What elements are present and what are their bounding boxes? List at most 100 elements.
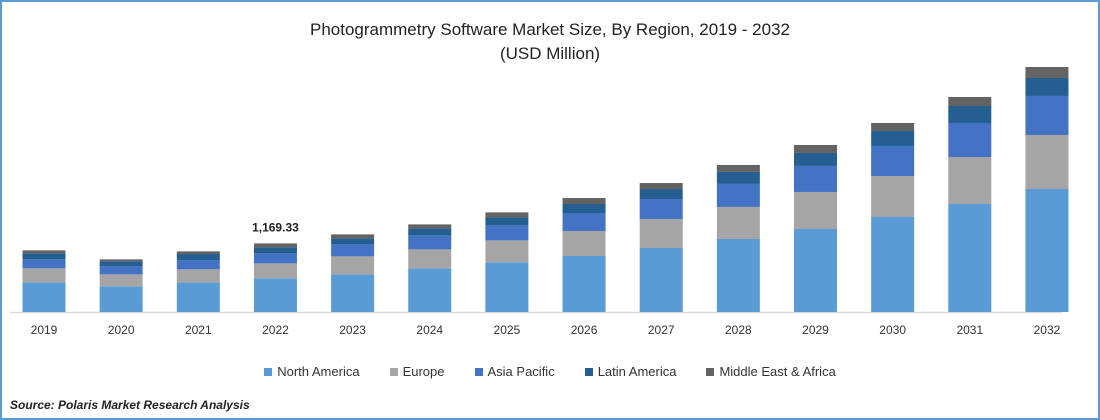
bar-segment-latin-america-2026 xyxy=(562,204,606,213)
x-tick-label: 2024 xyxy=(416,323,443,337)
bar-segment-north-america-2020 xyxy=(99,286,143,312)
bar-segment-latin-america-2028 xyxy=(716,171,760,184)
legend-label: Asia Pacific xyxy=(487,364,555,379)
legend-item: Europe xyxy=(389,364,445,379)
bar-segment-latin-america-2025 xyxy=(485,217,529,226)
bar-segment-middle-east-africa-2032 xyxy=(1025,66,1069,78)
bar-segment-north-america-2030 xyxy=(871,216,915,312)
bar-segment-middle-east-africa-2019 xyxy=(22,250,66,254)
bar-segment-europe-2019 xyxy=(22,268,66,283)
bar-segment-middle-east-africa-2023 xyxy=(331,234,375,239)
bar-segment-middle-east-africa-2025 xyxy=(485,212,529,218)
bar-segment-asia-pacific-2024 xyxy=(408,235,452,250)
bar-segment-asia-pacific-2025 xyxy=(485,225,529,241)
bar-segment-latin-america-2021 xyxy=(176,254,220,261)
bar-segment-europe-2023 xyxy=(331,256,375,275)
bar-segment-europe-2021 xyxy=(176,269,220,283)
legend: North America Europe Asia Pacific Latin Ame… xyxy=(2,364,1098,379)
bar-segment-north-america-2022 xyxy=(253,278,297,312)
x-tick-label: 2028 xyxy=(725,323,752,337)
bar-segment-europe-2026 xyxy=(562,230,606,257)
legend-label: Latin America xyxy=(597,364,677,379)
bar-segment-north-america-2027 xyxy=(639,248,683,312)
bar-segment-asia-pacific-2027 xyxy=(639,199,683,219)
x-tick-label: 2021 xyxy=(185,323,212,337)
bar-segment-asia-pacific-2031 xyxy=(948,122,992,158)
bar-segment-latin-america-2022 xyxy=(253,247,297,254)
x-tick-label: 2027 xyxy=(648,323,675,337)
data-label: 1,169.33 xyxy=(252,220,299,234)
bar-segment-asia-pacific-2030 xyxy=(871,145,915,176)
bar-segment-asia-pacific-2022 xyxy=(253,253,297,264)
bar-segment-europe-2032 xyxy=(1025,134,1069,189)
bar-segment-asia-pacific-2019 xyxy=(22,259,66,269)
chart-subtitle: (USD Million) xyxy=(499,44,601,63)
bar-segment-latin-america-2027 xyxy=(639,189,683,200)
bar-segment-latin-america-2020 xyxy=(99,261,143,267)
x-tick-label: 2022 xyxy=(262,323,289,337)
bar-segment-asia-pacific-2021 xyxy=(176,260,220,270)
x-tick-label: 2029 xyxy=(802,323,829,337)
bar-segment-latin-america-2019 xyxy=(22,253,66,260)
bar-segment-europe-2025 xyxy=(485,240,529,263)
bar-segment-latin-america-2023 xyxy=(331,238,375,245)
legend-item: Latin America xyxy=(584,364,677,379)
legend-label: Europe xyxy=(402,364,445,379)
source-note: Source: Polaris Market Research Analysis xyxy=(10,398,250,412)
x-tick-label: 2026 xyxy=(571,323,598,337)
legend-item: North America xyxy=(264,364,360,379)
bar-segment-europe-2031 xyxy=(948,157,992,205)
bar-segment-europe-2020 xyxy=(99,274,143,287)
bar-segment-middle-east-africa-2027 xyxy=(639,183,683,190)
bar-segment-middle-east-africa-2022 xyxy=(253,243,297,248)
bar-segment-europe-2022 xyxy=(253,263,297,279)
bar-segment-north-america-2021 xyxy=(176,282,220,312)
legend-swatch xyxy=(264,367,273,376)
bar-segment-middle-east-africa-2030 xyxy=(871,122,915,131)
x-tick-label: 2025 xyxy=(494,323,521,337)
bar-segment-middle-east-africa-2026 xyxy=(562,198,606,205)
legend-swatch xyxy=(706,367,715,376)
bar-segment-north-america-2031 xyxy=(948,204,992,312)
bar-segment-latin-america-2029 xyxy=(794,152,837,166)
bar-segment-middle-east-africa-2024 xyxy=(408,224,452,229)
bar-segment-middle-east-africa-2020 xyxy=(99,259,143,262)
legend-swatch xyxy=(474,367,483,376)
bar-segment-middle-east-africa-2021 xyxy=(176,251,220,255)
bar-segment-north-america-2025 xyxy=(485,262,529,312)
bar-segment-north-america-2026 xyxy=(562,256,606,312)
x-tick-label: 2030 xyxy=(879,323,906,337)
bar-segment-asia-pacific-2020 xyxy=(99,266,143,275)
bar-segment-europe-2027 xyxy=(639,218,683,249)
legend-label: Middle East & Africa xyxy=(719,364,836,379)
bar-segment-europe-2030 xyxy=(871,175,915,217)
bar-segment-europe-2024 xyxy=(408,249,452,269)
bar-segment-north-america-2029 xyxy=(794,228,837,312)
bar-segment-north-america-2028 xyxy=(716,238,760,312)
legend-swatch xyxy=(584,367,593,376)
x-tick-label: 2020 xyxy=(108,323,135,337)
x-tick-label: 2023 xyxy=(339,323,366,337)
legend-label: North America xyxy=(277,364,360,379)
bar-segment-latin-america-2032 xyxy=(1025,77,1069,96)
x-tick-label: 2031 xyxy=(956,323,983,337)
bar-segment-north-america-2023 xyxy=(331,274,375,312)
bar-segment-asia-pacific-2028 xyxy=(716,183,760,207)
legend-item: Middle East & Africa xyxy=(706,364,836,379)
bar-segment-middle-east-africa-2031 xyxy=(948,97,992,107)
bar-segment-latin-america-2031 xyxy=(948,106,992,123)
bar-segment-north-america-2024 xyxy=(408,268,452,312)
bar-segment-latin-america-2024 xyxy=(408,228,452,236)
x-tick-label: 2032 xyxy=(1034,323,1061,337)
bar-segment-north-america-2032 xyxy=(1025,188,1069,312)
bar-segment-asia-pacific-2032 xyxy=(1025,95,1069,135)
legend-item: Asia Pacific xyxy=(474,364,555,379)
bar-segment-europe-2028 xyxy=(716,206,760,239)
bar-segment-asia-pacific-2026 xyxy=(562,212,606,231)
bar-segment-north-america-2019 xyxy=(22,282,66,312)
bar-segment-europe-2029 xyxy=(794,191,837,229)
bar-segment-middle-east-africa-2028 xyxy=(716,164,760,172)
bar-segment-asia-pacific-2029 xyxy=(794,165,837,192)
